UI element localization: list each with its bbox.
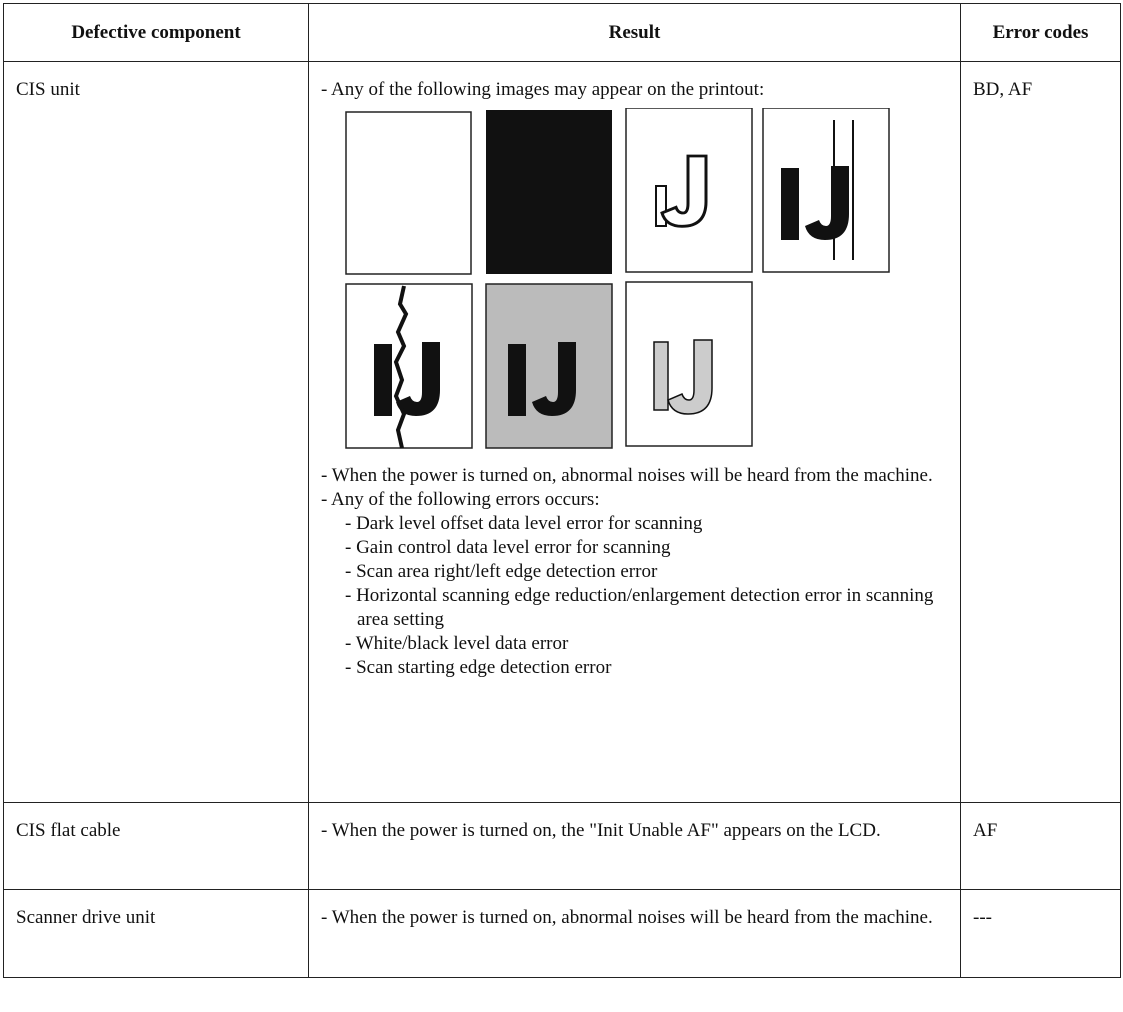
error-line: - Scan starting edge detection error — [345, 657, 612, 678]
row: CIS flat cable - When the power is turne… — [3, 802, 1121, 890]
result: - When the power is turned on, the "Init… — [308, 802, 961, 890]
sample-images — [345, 108, 890, 449]
error-line: - Scan area right/left edge detection er… — [345, 561, 658, 582]
result-line: - Any of the following images may appear… — [321, 79, 765, 100]
result-line: - When the power is turned on, abnormal … — [321, 465, 933, 486]
header-row: Defective component Result Error codes — [3, 3, 1121, 62]
row: Scanner drive unit - When the power is t… — [3, 889, 1121, 978]
error-codes: AF — [960, 802, 1121, 890]
error-codes: BD, AF — [960, 61, 1121, 803]
error-line: - Horizontal scanning edge reduction/enl… — [345, 585, 934, 630]
header-cell: Defective component — [3, 3, 309, 62]
result: - When the power is turned on, abnormal … — [308, 889, 961, 978]
troubleshooting-table: Defective component Result Error codes C… — [3, 3, 1121, 978]
header-cell: Error codes — [960, 3, 1121, 62]
result-line: - Any of the following errors occurs: — [321, 489, 600, 510]
header-cell: Result — [308, 3, 961, 62]
result-line: - When the power is turned on, the "Init… — [321, 820, 881, 841]
result-line: - When the power is turned on, abnormal … — [321, 907, 933, 928]
component: CIS unit — [3, 61, 309, 803]
row: CIS unit - Any of the following images m… — [3, 61, 1121, 803]
error-line: - Dark level offset data level error for… — [345, 513, 703, 534]
result: - Any of the following images may appear… — [308, 61, 961, 803]
component: Scanner drive unit — [3, 889, 309, 978]
error-line: - Gain control data level error for scan… — [345, 537, 671, 558]
component: CIS flat cable — [3, 802, 309, 890]
error-line: - White/black level data error — [345, 633, 569, 654]
error-codes: --- — [960, 889, 1121, 978]
